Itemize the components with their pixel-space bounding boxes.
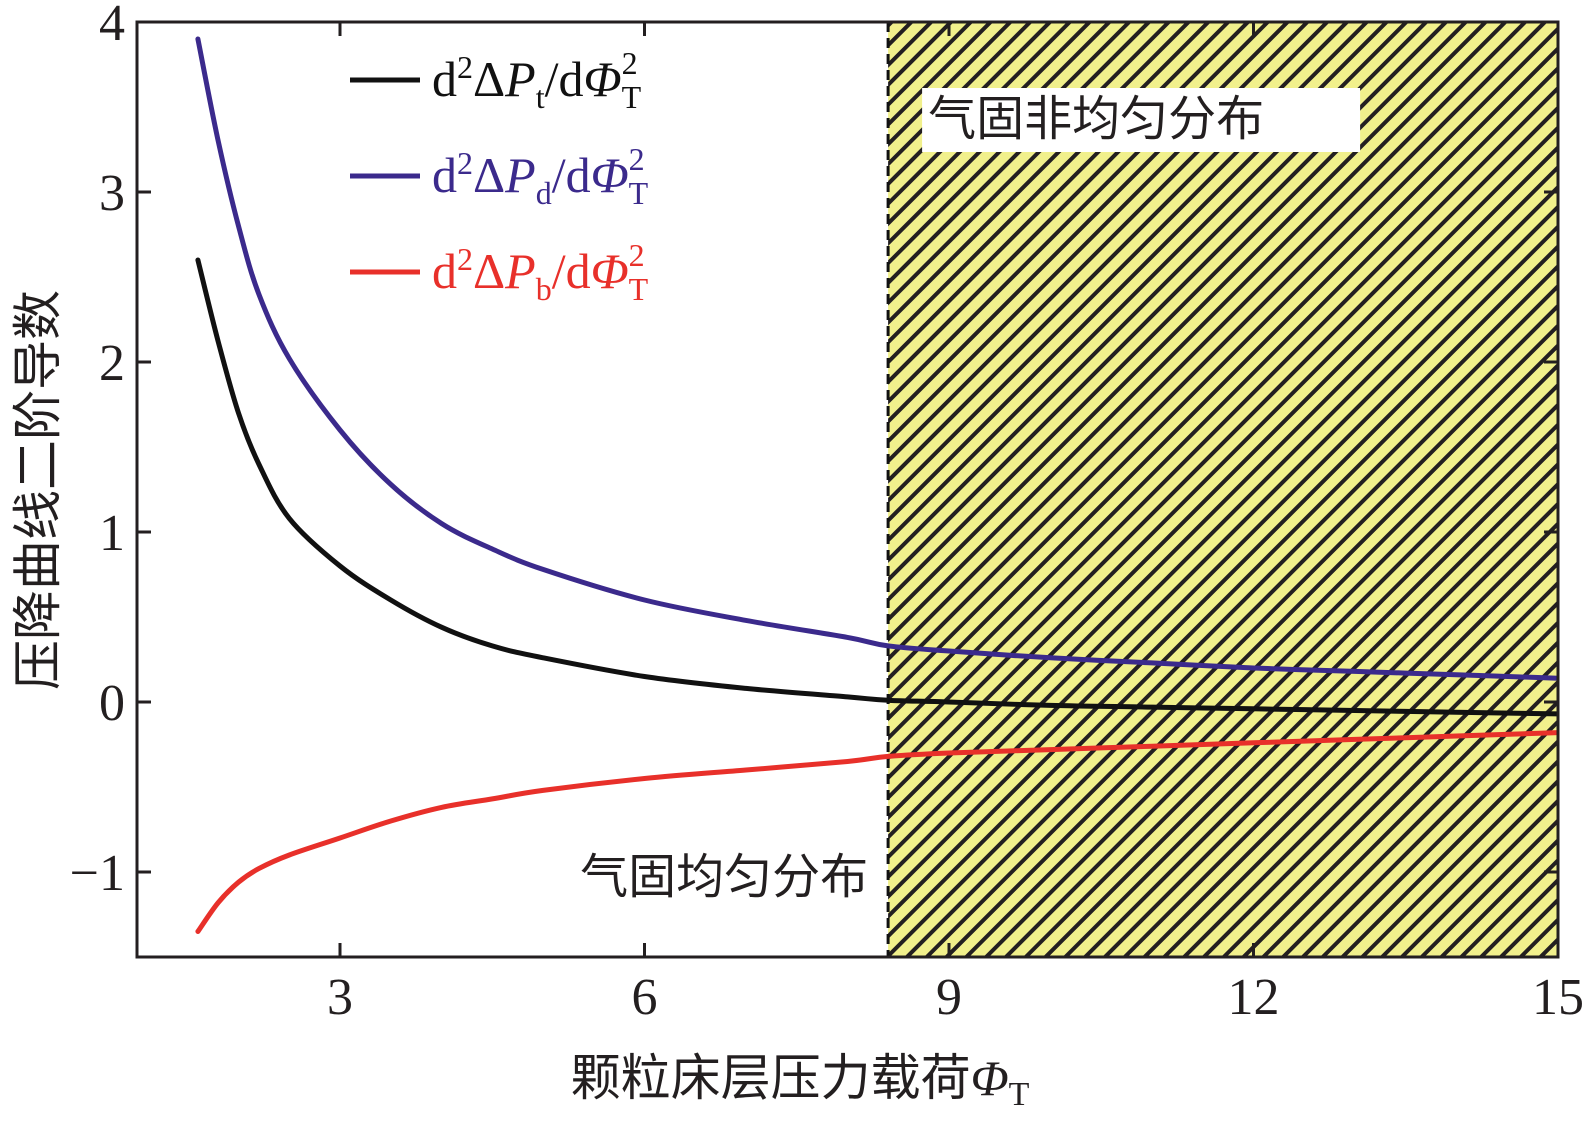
non-uniform-region bbox=[888, 22, 1558, 957]
y-axis-label: 压降曲线二阶导数 bbox=[9, 290, 67, 690]
x-axis-label: 颗粒床层压力载荷ΦT bbox=[571, 1049, 1030, 1113]
x-tick-label: 3 bbox=[327, 969, 353, 1026]
legend-label-0: d2ΔPt/dΦ2 T bbox=[432, 45, 642, 115]
series-line-0 bbox=[195, 257, 1558, 717]
region-label-background bbox=[922, 88, 1361, 152]
x-axis-symbol-sub: T bbox=[1009, 1076, 1030, 1113]
series-line-1 bbox=[195, 36, 1558, 681]
y-tick-label: 4 bbox=[99, 0, 125, 52]
y-tick-label: −1 bbox=[70, 845, 125, 902]
y-tick-label: 1 bbox=[99, 505, 125, 562]
x-tick-label: 6 bbox=[632, 969, 658, 1026]
y-tick-label: 2 bbox=[99, 335, 125, 392]
x-axis-symbol: Φ bbox=[971, 1050, 1009, 1106]
series-line-2 bbox=[195, 730, 1558, 934]
y-tick-label: 3 bbox=[99, 165, 125, 222]
x-tick-label: 12 bbox=[1228, 969, 1280, 1026]
legend-label-1: d2ΔPd/dΦ2 T bbox=[432, 141, 649, 211]
region-label-nonuniform: 气固非均匀分布 bbox=[928, 91, 1264, 147]
x-tick-label: 15 bbox=[1532, 969, 1584, 1026]
region-label-uniform: 气固均匀分布 bbox=[580, 849, 868, 905]
y-tick-label: 0 bbox=[99, 675, 125, 732]
x-tick-label: 9 bbox=[936, 969, 962, 1026]
legend-label-2: d2ΔPb/dΦ2 T bbox=[432, 237, 649, 307]
plot-frame bbox=[135, 20, 1560, 959]
legend: d2ΔPt/dΦ2 T d2ΔPd/dΦ2 T d2ΔPb/dΦ2 T bbox=[350, 45, 649, 307]
series-group bbox=[195, 36, 1558, 934]
x-axis-label-text: 颗粒床层压力载荷 bbox=[571, 1049, 971, 1107]
